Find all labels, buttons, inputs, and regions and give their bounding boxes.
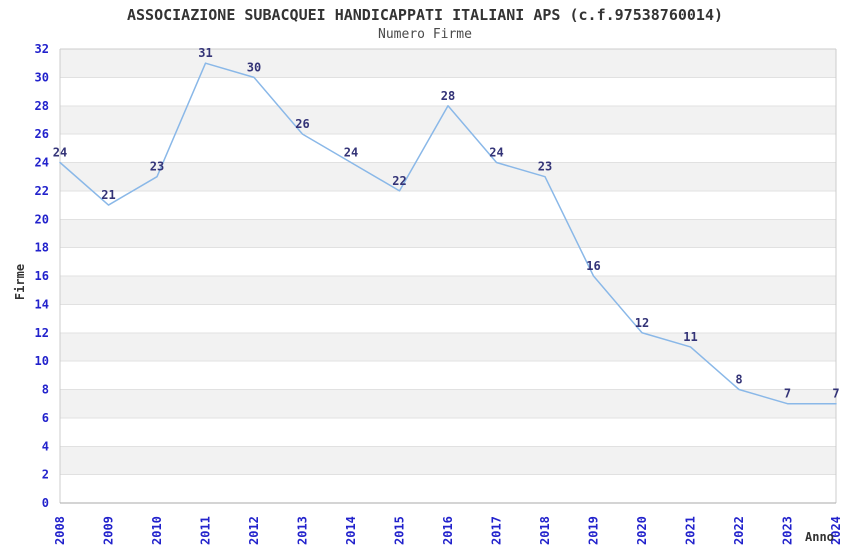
y-tick-label: 6 <box>42 411 49 425</box>
chart-subtitle: Numero Firme <box>378 27 472 42</box>
y-tick-label: 18 <box>35 241 49 255</box>
data-line <box>59 62 837 405</box>
plot-band <box>60 446 836 475</box>
data-label: 7 <box>832 387 839 401</box>
x-tick-labels: 2008 2009 2010 2011 2012 2013 2014 2015 2016 2017… <box>53 516 843 545</box>
y-tick-label: 4 <box>42 439 49 453</box>
data-label: 16 <box>586 259 600 273</box>
data-label: 24 <box>489 146 503 160</box>
y-axis-title: Firme <box>13 263 27 301</box>
chart-title: ASSOCIAZIONE SUBACQUEI HANDICAPPATI ITAL… <box>126 6 724 24</box>
y-tick-label: 24 <box>35 156 49 170</box>
y-tick-label: 30 <box>35 70 49 84</box>
x-axis-title: Anno <box>805 530 834 544</box>
x-tick-label: 2024 <box>829 516 843 545</box>
y-tick-label: 26 <box>35 127 49 141</box>
y-tick-label: 12 <box>35 326 49 340</box>
plot-band <box>60 162 836 191</box>
plot-band <box>60 219 836 248</box>
x-tick-label: 2008 <box>53 516 67 545</box>
x-tick-label: 2013 <box>296 516 310 545</box>
y-tick-label: 10 <box>35 354 49 368</box>
x-tick-label: 2023 <box>781 516 795 545</box>
data-label: 22 <box>392 174 406 188</box>
y-tick-label: 0 <box>42 496 49 510</box>
data-label: 30 <box>247 60 261 74</box>
x-tick-label: 2014 <box>344 516 358 545</box>
y-tick-label: 8 <box>42 383 49 397</box>
x-tick-label: 2011 <box>199 516 213 545</box>
data-label: 23 <box>538 160 552 174</box>
plot-band <box>60 389 836 418</box>
y-tick-label: 14 <box>35 297 49 311</box>
data-label: 11 <box>683 330 697 344</box>
x-tick-label: 2012 <box>247 516 261 545</box>
plot-band <box>60 332 836 362</box>
x-tick-label: 2019 <box>587 516 601 545</box>
y-tick-label: 2 <box>42 468 49 482</box>
data-label: 12 <box>635 316 649 330</box>
data-label: 31 <box>198 46 212 60</box>
data-label: 24 <box>344 146 358 160</box>
data-labels: 24 21 23 31 30 26 24 22 28 24 23 16 12 11 8 7 7 <box>53 46 840 401</box>
x-tick-label: 2021 <box>684 516 698 545</box>
plot-band <box>60 105 836 135</box>
x-tick-label: 2020 <box>635 516 649 545</box>
y-tick-label: 28 <box>35 99 49 113</box>
plot-border <box>59 48 837 504</box>
x-tick-label: 2017 <box>490 516 504 545</box>
y-tick-label: 20 <box>35 212 49 226</box>
data-label: 24 <box>53 146 67 160</box>
y-tick-label: 16 <box>35 269 49 283</box>
data-label: 7 <box>784 387 791 401</box>
y-tick-label: 32 <box>35 42 49 56</box>
x-tick-label: 2015 <box>393 516 407 545</box>
x-tick-label: 2009 <box>102 516 116 545</box>
x-tick-label: 2022 <box>732 516 746 545</box>
plot-bands <box>60 49 836 475</box>
data-label: 23 <box>150 160 164 174</box>
x-tick-label: 2010 <box>150 516 164 545</box>
data-label: 21 <box>101 188 115 202</box>
data-label: 28 <box>441 89 455 103</box>
x-tick-label: 2016 <box>441 516 455 545</box>
x-tick-label: 2018 <box>538 516 552 545</box>
plot-band <box>60 276 836 305</box>
data-label: 26 <box>295 117 309 131</box>
plot-band <box>60 49 836 78</box>
y-tick-label: 22 <box>35 184 49 198</box>
data-label: 8 <box>735 373 742 387</box>
